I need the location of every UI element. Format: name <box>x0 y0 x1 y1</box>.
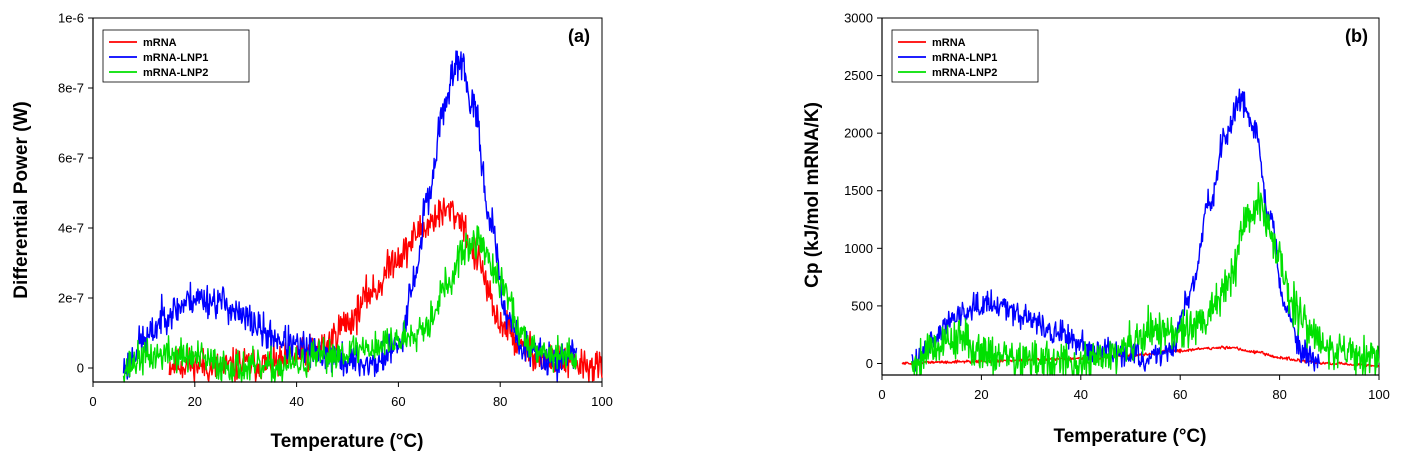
panel-a-x-tick-label: 100 <box>591 394 613 409</box>
panel-a-legend-label-mrna-lnp2: mRNA-LNP2 <box>143 67 208 79</box>
panel-b-y-tick-label: 0 <box>866 356 873 371</box>
panel-b-x-tick-label: 60 <box>1173 387 1187 402</box>
panel-b-y-tick-label: 3000 <box>844 11 873 26</box>
panel-b-legend-label-mrna-lnp2: mRNA-LNP2 <box>932 67 997 79</box>
panel-a-y-tick-label: 1e-6 <box>58 11 84 26</box>
panel-a-chart: 0 20 40 60 80 100 0 2e-7 4e-7 6e-7 8e-7 1e-6 (a) mR… <box>11 11 613 453</box>
panel-a-x-tick-label: 0 <box>89 394 96 409</box>
panel-a-x-tick-label: 40 <box>289 394 303 409</box>
panel-b-y-tick-label: 2000 <box>844 126 873 141</box>
panel-b-legend: mRNA mRNA-LNP1 mRNA-LNP2 <box>891 29 1039 83</box>
panel-a-x-tick-label: 80 <box>493 394 507 409</box>
panel-a-y-tick-label: 6e-7 <box>58 151 84 166</box>
panel-a-y-tick-label: 2e-7 <box>58 291 84 306</box>
panel-a-y-axis-title: Differential Power (W) <box>11 101 32 298</box>
panel-b-y-tick-label: 500 <box>851 298 873 313</box>
panel-a-x-tick-label: 60 <box>391 394 405 409</box>
panel-b-series-mrna-lnp2 <box>911 182 1380 376</box>
panel-b-x-tick-label: 40 <box>1074 387 1088 402</box>
panel-a-series-mrna-lnp2 <box>122 225 578 383</box>
panel-a-legend-label-mrna-lnp1: mRNA-LNP1 <box>143 52 208 64</box>
panel-b-legend-box <box>891 29 1039 83</box>
panel-a-ticks: 0 20 40 60 80 100 0 2e-7 4e-7 6e-7 8e-7 1e-6 <box>58 11 613 410</box>
panel-b-x-tick-label: 20 <box>974 387 988 402</box>
panel-b-series-group <box>901 88 1380 376</box>
panel-b-x-tick-label: 100 <box>1368 387 1390 402</box>
panel-b-x-tick-label: 80 <box>1272 387 1286 402</box>
panel-a-legend-label-mrna: mRNA <box>143 37 177 49</box>
panel-b-label: (b) <box>1345 26 1368 46</box>
panel-b-legend-label-mrna-lnp1: mRNA-LNP1 <box>932 52 997 64</box>
panel-a-y-tick-label: 8e-7 <box>58 81 84 96</box>
panel-b-legend-label-mrna: mRNA <box>932 37 966 49</box>
panel-a-x-axis-title: Temperature (°C) <box>271 431 424 452</box>
panel-a-legend: mRNA mRNA-LNP1 mRNA-LNP2 <box>102 29 250 83</box>
panel-a-x-tick-label: 20 <box>188 394 202 409</box>
panel-b-y-axis-title: Cp (kJ/mol mRNA/K) <box>802 102 823 288</box>
panel-b-series-mrna-lnp1 <box>911 88 1321 372</box>
panel-a-y-tick-label: 4e-7 <box>58 221 84 236</box>
panel-a-series-group <box>122 50 603 383</box>
panel-b-x-axis-title: Temperature (°C) <box>1054 426 1207 447</box>
panel-b-y-tick-label: 1500 <box>844 183 873 198</box>
panel-a-label: (a) <box>568 26 590 46</box>
panel-a-legend-box <box>102 29 250 83</box>
panel-b-y-tick-label: 2500 <box>844 68 873 83</box>
panel-b-x-tick-label: 0 <box>878 387 885 402</box>
panel-a-y-tick-label: 0 <box>77 361 84 376</box>
panel-b-y-tick-label: 1000 <box>844 241 873 256</box>
